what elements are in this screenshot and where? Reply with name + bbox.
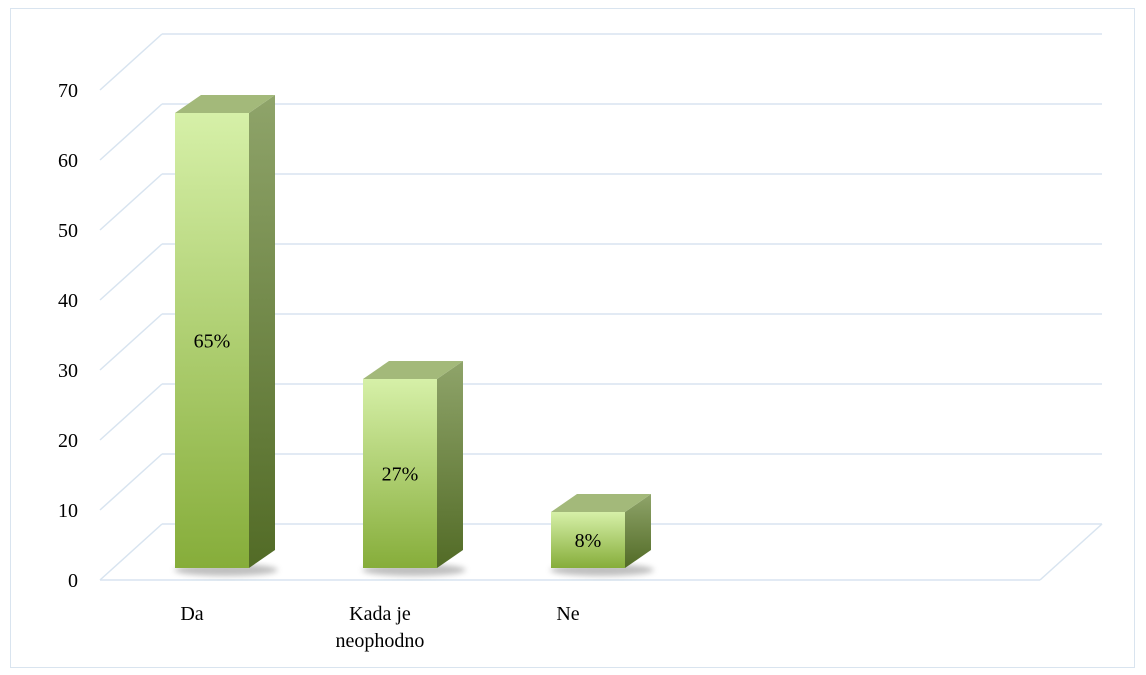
x-category-label: Ne xyxy=(556,603,579,625)
y-axis-ticks: 0 10 20 30 40 50 60 70 xyxy=(58,80,78,592)
data-label: 65% xyxy=(194,331,231,353)
y-tick-label: 10 xyxy=(58,500,78,522)
data-label: 8% xyxy=(575,530,602,552)
x-axis-categories: Da Kada je neophodno Ne xyxy=(180,603,579,652)
bar xyxy=(550,494,654,576)
bar-front xyxy=(175,113,249,568)
bar-top xyxy=(175,95,275,113)
gridline xyxy=(99,33,1102,91)
bar xyxy=(174,95,278,576)
bar xyxy=(362,361,466,576)
y-tick-label: 60 xyxy=(58,150,78,172)
y-tick-label: 30 xyxy=(58,360,78,382)
bars: 65% 27% 8% xyxy=(174,95,654,576)
y-tick-label: 40 xyxy=(58,290,78,312)
y-tick-label: 50 xyxy=(58,220,78,242)
gridline xyxy=(99,243,1102,301)
gridline xyxy=(99,453,1102,511)
bar-top xyxy=(551,494,651,512)
gridlines xyxy=(99,33,1103,581)
bar-top xyxy=(363,361,463,379)
bar-side xyxy=(249,95,275,568)
data-label: 27% xyxy=(382,464,419,486)
x-category-label: Kada je neophodno xyxy=(336,603,425,652)
y-tick-label: 20 xyxy=(58,430,78,452)
gridline xyxy=(99,103,1102,161)
y-tick-label: 70 xyxy=(58,80,78,102)
bar-front xyxy=(363,379,437,568)
gridline xyxy=(99,313,1102,371)
x-category-label: Da xyxy=(180,603,203,625)
y-tick-label: 0 xyxy=(68,570,78,592)
bar-front xyxy=(551,512,625,568)
gridline xyxy=(99,383,1102,441)
bar-side xyxy=(437,361,463,568)
bar-side xyxy=(625,494,651,568)
gridline xyxy=(99,173,1102,231)
